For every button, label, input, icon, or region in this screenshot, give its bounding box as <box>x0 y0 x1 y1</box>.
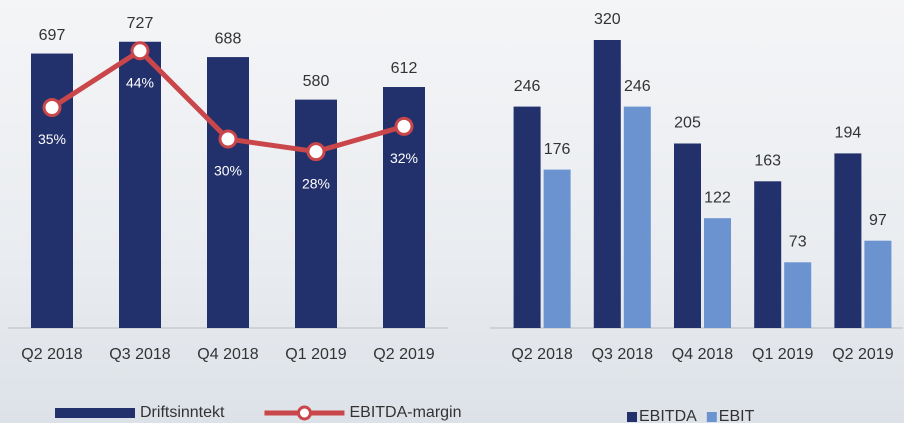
legend-swatch <box>55 408 135 418</box>
bar <box>704 218 731 328</box>
line-point <box>130 41 150 61</box>
bar <box>119 41 161 329</box>
bar <box>864 240 892 328</box>
legend-swatch <box>296 405 312 421</box>
line-value-label: 35% <box>38 131 66 147</box>
bar-value-label: 246 <box>514 78 541 95</box>
x-tick-label: Q3 2018 <box>109 346 170 363</box>
bar-value-label: 176 <box>544 141 571 158</box>
legend-label: Driftsinntekt <box>140 404 225 421</box>
bar-value-label: 73 <box>789 234 807 251</box>
bar <box>543 169 571 328</box>
line-point <box>394 116 414 136</box>
bar <box>623 106 651 328</box>
legend-label: EBITDA-margin <box>349 404 461 421</box>
line-point <box>42 98 62 117</box>
bar-value-label: 194 <box>835 125 862 142</box>
bar <box>31 53 73 329</box>
line-value-label: 32% <box>390 150 418 166</box>
bar-value-label: 205 <box>674 115 701 132</box>
x-tick-label: Q2 2018 <box>511 346 572 363</box>
bar-value-label: 688 <box>215 30 242 47</box>
x-tick-label: Q4 2018 <box>197 346 258 363</box>
x-tick-label: Q1 2019 <box>752 346 813 363</box>
bar <box>207 57 249 328</box>
line-value-label: 30% <box>214 163 242 179</box>
legend-label: EBIT <box>719 408 755 423</box>
bar-value-label: 580 <box>303 73 330 90</box>
bar <box>754 181 782 328</box>
x-tick-label: Q4 2018 <box>672 346 733 363</box>
x-tick-label: Q2 2019 <box>832 346 893 363</box>
bar <box>674 143 701 328</box>
line-point <box>218 129 238 149</box>
line-value-label: 44% <box>126 75 154 91</box>
bar <box>593 40 621 328</box>
bar-value-label: 97 <box>869 212 887 229</box>
bar-value-label: 320 <box>594 11 621 28</box>
bar <box>513 106 541 328</box>
x-tick-label: Q2 2018 <box>21 346 82 363</box>
bar-value-label: 612 <box>391 60 418 77</box>
x-tick-label: Q1 2019 <box>285 346 346 363</box>
bar-value-label: 246 <box>624 78 651 95</box>
x-tick-label: Q3 2018 <box>592 346 653 363</box>
legend-swatch <box>627 412 637 422</box>
line-point <box>306 142 326 162</box>
bar-value-label: 122 <box>704 189 731 206</box>
legend-label: EBITDA <box>639 408 697 423</box>
line-value-label: 28% <box>302 175 330 191</box>
bar-value-label: 697 <box>39 27 66 44</box>
bar <box>784 262 812 328</box>
x-tick-label: Q2 2019 <box>373 346 434 363</box>
bar <box>834 153 862 328</box>
bar-value-label: 727 <box>127 15 154 32</box>
legend-swatch <box>706 412 717 422</box>
bar-value-label: 163 <box>754 153 781 170</box>
bar <box>295 99 337 328</box>
